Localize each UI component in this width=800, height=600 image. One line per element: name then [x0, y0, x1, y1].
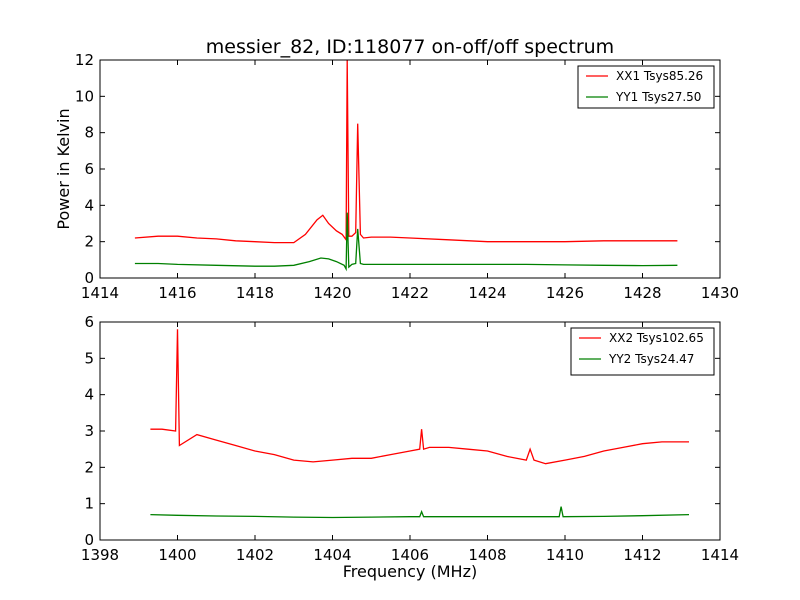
- y-tick-label: 0: [84, 269, 94, 287]
- x-tick-label: 1430: [701, 284, 739, 302]
- series-line-yy2: [150, 506, 690, 519]
- x-tick-label: 1416: [158, 284, 196, 302]
- x-tick-label: 1414: [81, 284, 119, 302]
- x-tick-label: 1410: [546, 546, 584, 564]
- series-line-xx1: [134, 60, 678, 244]
- legend-entry: YY2 Tsys24.47: [608, 352, 694, 366]
- bottom-panel: 1398 1400 1402 1404 1406 1408 1410 1412 1414 0 1 2 3…: [81, 313, 739, 564]
- x-tick-label: 1398: [81, 546, 119, 564]
- legend-box: [570, 327, 715, 376]
- legend-entry: XX2 Tsys102.65: [609, 331, 704, 345]
- x-tick-label: 1404: [313, 546, 351, 564]
- series-line-xx2: [150, 329, 689, 465]
- x-tick-label: 1408: [468, 546, 506, 564]
- legend-entry: YY1 Tsys27.50: [615, 90, 701, 104]
- chart-title: messier_82, ID:118077 on-off/off spectru…: [206, 36, 614, 58]
- y-tick-label: 6: [84, 160, 94, 178]
- x-tick-label: 1402: [236, 546, 274, 564]
- y-tick-label: 4: [84, 386, 94, 404]
- y-tick-label: 1: [84, 495, 94, 513]
- y-tick-label: 4: [84, 196, 94, 214]
- series-line-yy1: [134, 212, 678, 272]
- legend-box: [577, 65, 715, 109]
- x-tick-label: 1424: [468, 284, 506, 302]
- legend: XX2 Tsys102.65 YY2 Tsys24.47: [570, 327, 715, 376]
- x-tick-label: 1428: [623, 284, 661, 302]
- y-tick-label: 12: [75, 51, 94, 69]
- y-tick-label: 5: [84, 349, 94, 367]
- y-tick-label: 3: [84, 422, 94, 440]
- legend: XX1 Tsys85.26 YY1 Tsys27.50: [577, 65, 715, 109]
- y-tick-label: 2: [84, 458, 94, 476]
- legend-entry: XX1 Tsys85.26: [616, 69, 703, 83]
- x-tick-label: 1418: [236, 284, 274, 302]
- y-tick-label: 2: [84, 233, 94, 251]
- top-panel: 1414 1416 1418 1420 1422 1424 1426 1428 1430 0 2 4 6…: [75, 51, 739, 302]
- y-tick-label: 8: [84, 124, 94, 142]
- y-tick-label: 10: [75, 87, 94, 105]
- x-tick-label: 1400: [158, 546, 196, 564]
- y-tick-label: 6: [84, 313, 94, 331]
- x-tick-label: 1420: [313, 284, 351, 302]
- x-tick-label: 1414: [701, 546, 739, 564]
- x-tick-label: 1412: [623, 546, 661, 564]
- y-axis-label: Power in Kelvin: [54, 108, 73, 229]
- x-tick-label: 1426: [546, 284, 584, 302]
- x-tick-label: 1422: [391, 284, 429, 302]
- y-tick-label: 0: [84, 531, 94, 549]
- x-axis-label: Frequency (MHz): [343, 562, 477, 581]
- x-tick-label: 1406: [391, 546, 429, 564]
